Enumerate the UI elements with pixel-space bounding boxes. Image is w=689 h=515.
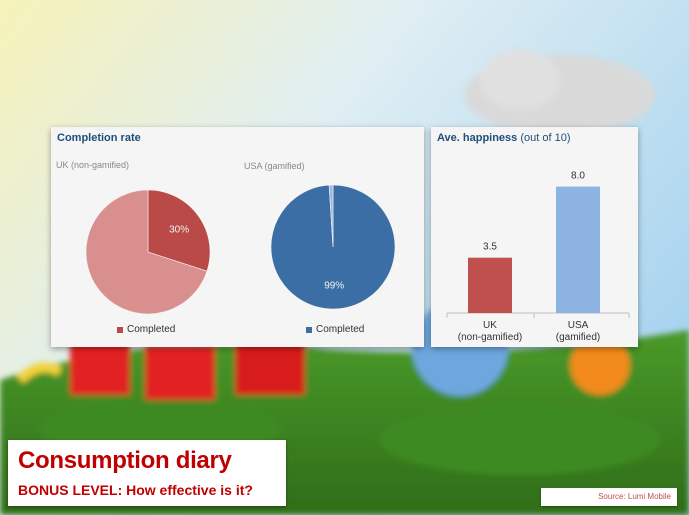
x-tick-label: (gamified) [556, 332, 600, 343]
bar-data-label: 8.0 [571, 171, 585, 182]
completion-panel-title: Completion rate [57, 132, 141, 144]
uk-pie-title: UK (non-gamified) [56, 160, 130, 170]
x-tick-label: UK [483, 320, 497, 331]
happiness-panel: Ave. happiness (out of 10) 3.5 UK (non-gam… [431, 127, 638, 347]
usa-pie-title: USA (gamified) [244, 161, 305, 171]
uk-pie-chart: 30% [85, 189, 211, 315]
pie-slice-completed [147, 189, 211, 272]
usa-legend-label: Completed [316, 324, 365, 335]
uk-legend-swatch [117, 326, 123, 333]
pie-slice-remainder [328, 184, 334, 248]
slide-title-box: Consumption diary BONUS LEVEL: How effec… [8, 440, 286, 506]
usa-pie-chart: 99% [270, 184, 396, 310]
happiness-panel-title: Ave. happiness (out of 10) [437, 132, 571, 144]
slide-title: Consumption diary [18, 447, 232, 474]
uk-legend: Completed [117, 324, 175, 335]
pie-data-label: 30% [169, 224, 189, 235]
x-tick-label: USA [568, 320, 589, 331]
bar-usa [556, 186, 600, 313]
happiness-title-bold: Ave. happiness [437, 132, 518, 144]
x-tick-label: (non-gamified) [458, 332, 522, 343]
pie-data-label: 99% [324, 280, 344, 291]
happiness-title-normal: (out of 10) [517, 132, 571, 144]
completion-rate-panel: Completion rate UK (non-gamified) USA (g… [51, 127, 424, 347]
usa-legend: Completed [306, 324, 364, 335]
bar-data-label: 3.5 [483, 242, 497, 253]
uk-legend-label: Completed [127, 324, 176, 335]
happiness-bar-chart: 3.5 UK(non-gamified) 8.0 USA(gamified) [446, 171, 630, 343]
source-label: Source: Lumi Mobile [598, 492, 671, 501]
slide-subtitle: BONUS LEVEL: How effective is it? [18, 482, 253, 498]
usa-legend-swatch [306, 326, 312, 333]
bar-uk [468, 257, 512, 313]
source-box: Source: Lumi Mobile [541, 488, 677, 506]
pie-slice-remainder [85, 189, 208, 315]
